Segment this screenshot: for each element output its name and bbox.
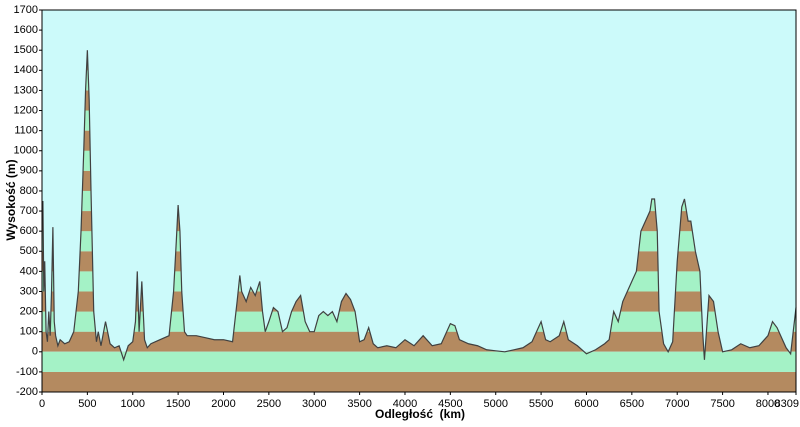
x-tick-label: 8000 bbox=[756, 398, 780, 410]
x-tick-label: 6000 bbox=[574, 398, 598, 410]
y-tick-label: 200 bbox=[20, 305, 38, 317]
x-tick-label: 1500 bbox=[166, 398, 190, 410]
x-tick-label: 4500 bbox=[438, 398, 462, 410]
y-tick-label: 900 bbox=[20, 165, 38, 177]
y-tick-label: 500 bbox=[20, 245, 38, 257]
y-tick-label: -200 bbox=[16, 386, 38, 398]
x-tick-label: 4000 bbox=[393, 398, 417, 410]
sea-level-band bbox=[42, 351, 796, 372]
y-tick-label: 800 bbox=[20, 185, 38, 197]
y-tick-label: 0 bbox=[32, 346, 38, 358]
x-tick-label: 7000 bbox=[665, 398, 689, 410]
x-tick-label: 1000 bbox=[121, 398, 145, 410]
y-tick-label: -100 bbox=[16, 366, 38, 378]
y-tick-label: 700 bbox=[20, 205, 38, 217]
x-tick-label: 6500 bbox=[620, 398, 644, 410]
y-tick-label: 1300 bbox=[14, 84, 38, 96]
y-tick-label: 1200 bbox=[14, 104, 38, 116]
y-tick-label: 300 bbox=[20, 285, 38, 297]
x-axis-label: Odległość (km) bbox=[375, 407, 465, 421]
x-tick-label: 5000 bbox=[483, 398, 507, 410]
x-tick-label: 8309 bbox=[775, 398, 799, 410]
x-tick-label: 3500 bbox=[347, 398, 371, 410]
x-tick-label: 7500 bbox=[710, 398, 734, 410]
y-axis-label: Wysokość (m) bbox=[4, 159, 18, 240]
x-tick-label: 3000 bbox=[302, 398, 326, 410]
y-tick-label: 1000 bbox=[14, 145, 38, 157]
elevation-line bbox=[41, 50, 797, 362]
y-tick-label: 1500 bbox=[14, 44, 38, 56]
x-tick-label: 2000 bbox=[211, 398, 235, 410]
x-tick-label: 0 bbox=[39, 398, 45, 410]
x-tick-label: 5500 bbox=[529, 398, 553, 410]
y-tick-label: 100 bbox=[20, 326, 38, 338]
y-tick-label: 400 bbox=[20, 265, 38, 277]
sea-level-band bbox=[42, 371, 796, 392]
plot-background bbox=[42, 10, 796, 392]
x-tick-label: 2500 bbox=[257, 398, 281, 410]
y-tick-label: 1100 bbox=[14, 125, 38, 137]
y-tick-label: 1700 bbox=[14, 4, 38, 16]
y-tick-label: 600 bbox=[20, 225, 38, 237]
plot-frame bbox=[41, 9, 797, 393]
y-tick-label: 1600 bbox=[14, 24, 38, 36]
x-tick-label: 500 bbox=[78, 398, 96, 410]
y-tick-label: 1400 bbox=[14, 64, 38, 76]
